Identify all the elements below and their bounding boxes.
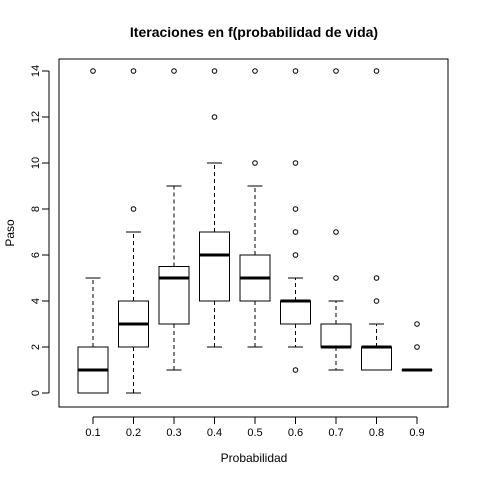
outlier-point <box>292 252 299 258</box>
outlier-point <box>414 321 420 327</box>
box-0.7 <box>320 68 352 371</box>
box-0.6 <box>280 68 311 373</box>
iqr-box <box>158 266 190 325</box>
x-tick-label: 0.3 <box>166 427 181 439</box>
x-tick-label: 0.7 <box>328 427 343 439</box>
y-tick-label: 10 <box>30 157 42 169</box>
box-0.9 <box>401 321 433 372</box>
outlier-point <box>292 206 299 212</box>
box-0.5 <box>239 68 271 348</box>
y-tick-label: 12 <box>30 111 42 123</box>
y-axis: 0 2 4 6 8 10 12 14 <box>30 65 50 396</box>
y-tick-label: 0 <box>30 390 42 396</box>
outlier-point <box>292 229 299 235</box>
outlier-point <box>90 68 96 74</box>
iqr-box <box>320 323 352 348</box>
chart-title: Iteraciones en f(probabilidad de vida) <box>130 24 378 40</box>
x-tick-label: 0.1 <box>85 427 100 439</box>
outlier-point <box>292 160 299 166</box>
outlier-point <box>130 68 137 74</box>
outlier-point <box>373 275 380 281</box>
iqr-box <box>280 300 311 325</box>
box-0.3 <box>158 68 190 371</box>
box-0.4 <box>199 68 230 348</box>
box-0.2 <box>118 68 149 394</box>
outlier-point <box>333 229 339 235</box>
y-tick-label: 6 <box>30 252 42 258</box>
y-tick-label: 4 <box>30 298 42 304</box>
outlier-point <box>252 68 258 74</box>
plot-frame <box>58 58 449 408</box>
box-0.8 <box>361 68 392 371</box>
outlier-point <box>130 206 137 212</box>
x-tick-label: 0.8 <box>369 427 384 439</box>
box-0.1 <box>77 68 109 394</box>
y-tick-label: 14 <box>30 65 42 77</box>
outlier-point <box>333 68 339 74</box>
outlier-point <box>292 367 299 373</box>
outlier-point <box>252 160 258 166</box>
x-tick-label: 0.6 <box>288 427 303 439</box>
y-axis-label: Paso <box>3 219 17 247</box>
outlier-point <box>414 344 420 350</box>
y-tick-label: 8 <box>30 206 42 212</box>
iqr-box <box>361 346 392 371</box>
x-tick-label: 0.4 <box>207 427 222 439</box>
outlier-point <box>211 114 218 120</box>
y-tick-label: 2 <box>30 344 42 350</box>
outlier-point <box>373 298 380 304</box>
x-tick-label: 0.2 <box>126 427 141 439</box>
x-axis-label: Probabilidad <box>221 451 288 465</box>
outlier-point <box>333 275 339 281</box>
iqr-box <box>199 231 230 302</box>
outlier-point <box>171 68 177 74</box>
x-tick-label: 0.9 <box>409 427 424 439</box>
outlier-point <box>211 68 218 74</box>
outlier-point <box>373 68 380 74</box>
box-series <box>77 68 433 394</box>
x-axis: 0.1 0.2 0.3 0.4 0.5 0.6 0.7 0.8 0.9 <box>85 416 425 439</box>
x-tick-label: 0.5 <box>247 427 262 439</box>
outlier-point <box>292 68 299 74</box>
